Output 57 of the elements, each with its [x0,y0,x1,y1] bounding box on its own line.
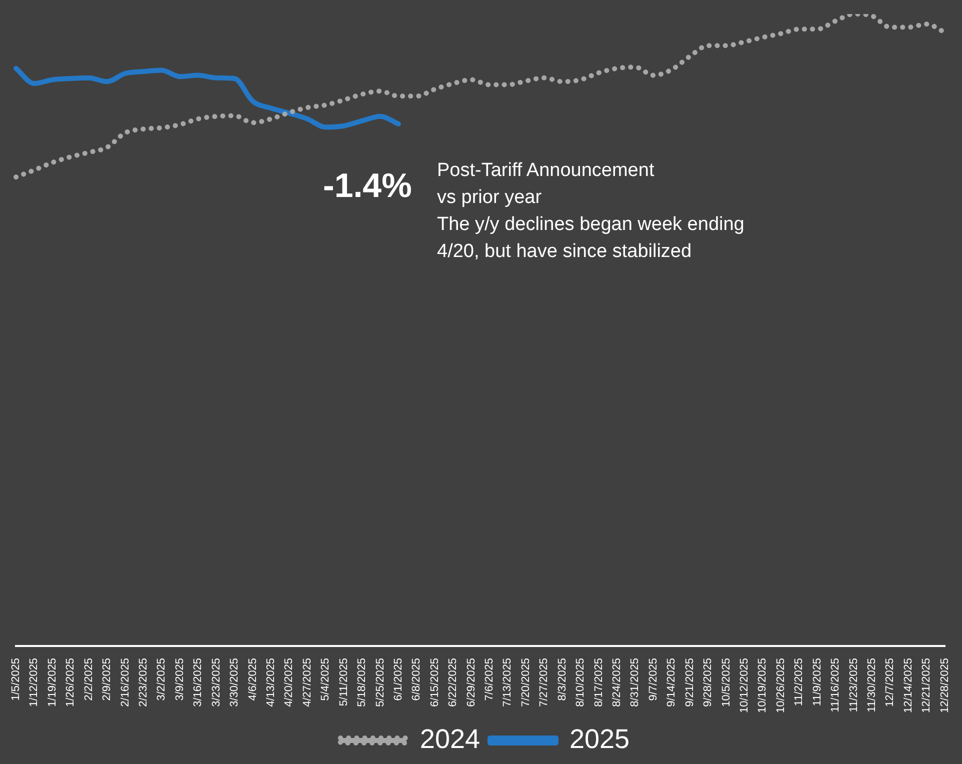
x-tick-label: 7/6/2025 [484,658,496,701]
x-tick-label: 2/2/2025 [82,658,95,701]
x-tick-label: 12/28/2025 [938,658,951,714]
x-tick-label: 4/6/2025 [246,658,259,701]
x-tick-label: 12/7/2025 [884,658,896,707]
x-tick-label: 2/9/2025 [101,658,114,701]
x-tick-label: 2/23/2025 [138,658,150,707]
annotation: -1.4% [323,166,412,206]
x-tick-label: 7/20/2025 [520,658,532,707]
x-tick-label: 8/10/2025 [574,658,587,707]
x-tick-label: 12/21/2025 [920,658,933,714]
x-tick-label: 8/24/2025 [611,658,624,707]
x-tick-label: 6/1/2025 [392,658,404,701]
x-tick-label: 3/16/2025 [192,658,204,707]
x-tick-label: 8/17/2025 [592,658,605,707]
annotation: The y/y declines began week ending 4/20, but have since stabilized [437,213,746,264]
x-tick-label: 11/30/2025 [866,658,878,712]
x-tick-label: 10/26/2025 [774,658,787,714]
x-tick-label: 5/4/2025 [320,658,332,701]
x-tick-label: 5/18/2025 [356,658,368,707]
annotation: Post-Tariff Announcement vs prior year [437,159,656,210]
x-tick-label: 1/19/2025 [46,658,58,707]
x-tick-label: 7/13/2025 [502,658,514,707]
x-tick-label: 11/16/2025 [830,658,842,712]
x-tick-label: 5/25/2025 [374,658,386,707]
x-tick-label: 10/19/2025 [756,658,769,714]
x-tick-label: 11/2/2025 [793,658,806,706]
x-tick-label: 4/20/2025 [283,658,296,707]
x-tick-label: 1/26/2025 [64,658,77,707]
x-tick-label: 6/29/2025 [465,658,478,707]
x-tick-label: 3/23/2025 [210,658,222,707]
legend-label: 2025 [570,724,630,754]
x-tick-label: 9/7/2025 [647,658,660,701]
x-tick-label: 9/21/2025 [684,658,696,707]
x-tick-label: 10/12/2025 [738,658,750,714]
x-tick-label: 7/27/2025 [538,658,550,707]
x-tick-label: 9/28/2025 [702,658,714,707]
x-tick-label: 3/30/2025 [228,658,241,707]
x-tick-label: 4/27/2025 [301,658,314,707]
x-tick-label: 1/5/2025 [10,658,22,701]
x-tick-label: 5/11/2025 [338,658,350,706]
x-tick-label: 8/31/2025 [629,658,642,707]
x-tick-label: 3/9/2025 [174,658,186,701]
x-tick-label: 10/5/2025 [720,658,732,707]
x-tick-label: 3/2/2025 [156,658,168,701]
x-tick-label: 2/16/2025 [119,658,132,707]
x-tick-label: 6/22/2025 [447,658,460,707]
x-tick-label: 12/14/2025 [902,658,914,714]
x-tick-label: 11/23/2025 [848,658,860,712]
x-tick-label: 1/12/2025 [28,658,40,707]
x-tick-label: 4/13/2025 [264,658,277,707]
x-tick-label: 6/8/2025 [410,658,423,701]
x-tick-label: 6/15/2025 [428,658,441,707]
x-tick-label: 8/3/2025 [556,658,568,701]
x-tick-label: 9/14/2025 [666,658,678,707]
legend-label: 2024 [420,724,480,754]
x-tick-label: 11/9/2025 [811,658,824,706]
